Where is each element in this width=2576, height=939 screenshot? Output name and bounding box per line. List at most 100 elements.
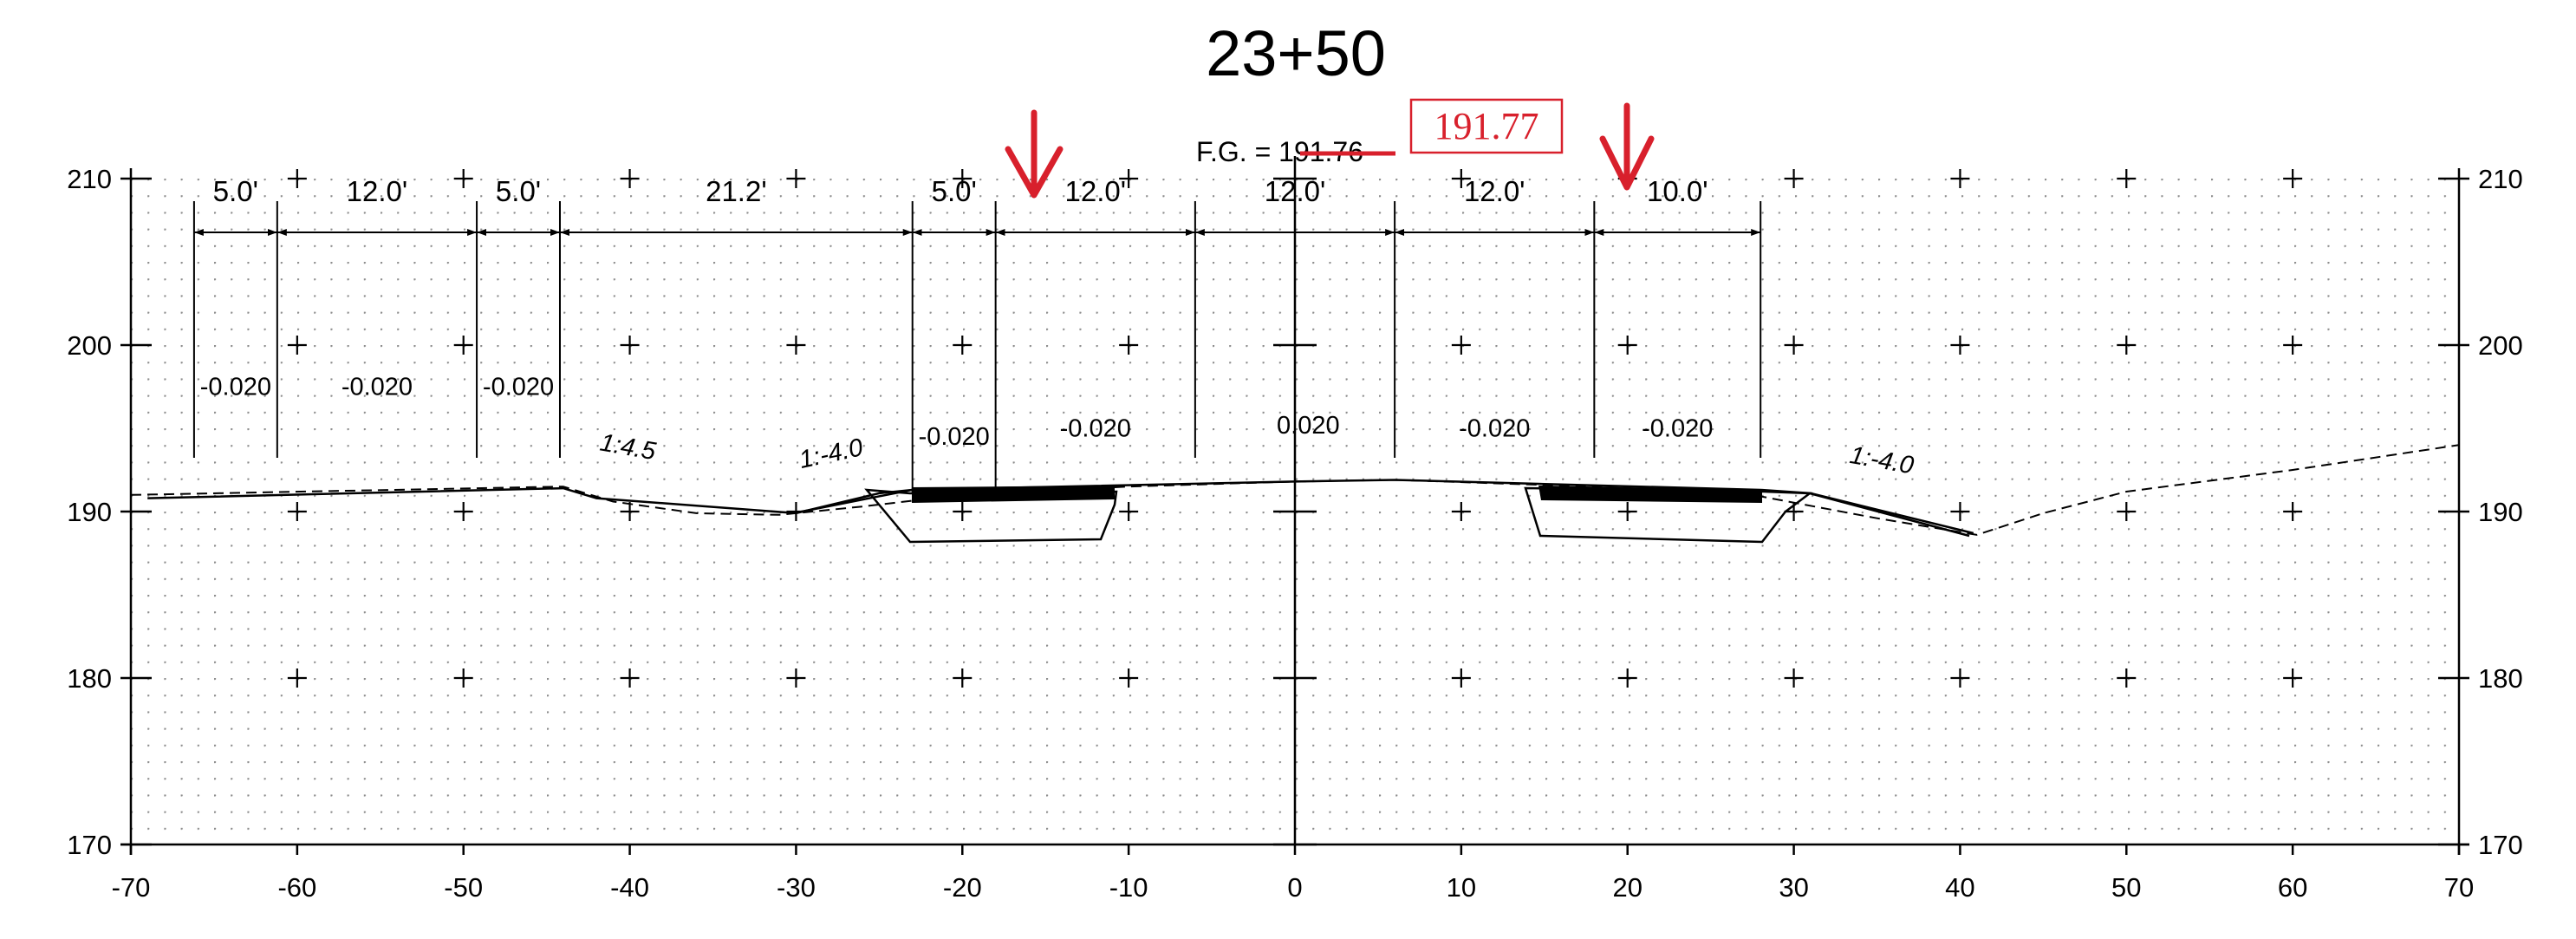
left-pavement-section [864,488,1118,544]
grid-cross [786,169,806,188]
x-tick-label: 0 [1287,872,1302,903]
grid-cross [2283,668,2303,688]
dimension-label: 12.0' [1065,175,1127,207]
y-tick-label-right: 170 [2478,830,2523,860]
y-tick-label-right: 190 [2478,497,2523,527]
x-tick-label: -30 [777,872,816,903]
cross-slope-label: 0.020 [1277,412,1340,440]
dimension-label: 5.0' [213,175,258,207]
y-tick-label-left: 170 [67,830,112,860]
grid-cross [2283,502,2303,521]
cross-slope-label: -0.020 [342,374,413,401]
grid-cross [453,336,473,355]
y-tick-label-left: 200 [67,330,112,361]
y-tick-label-right: 200 [2478,330,2523,361]
cross-slope-label: -0.020 [1459,415,1530,443]
dimension-label: 12.0' [1464,175,1525,207]
x-tick-label: -20 [943,872,982,903]
cross-slope-label: -0.020 [919,423,990,451]
right-asphalt-layer [1538,486,1762,503]
dimension-label: 21.2' [706,175,767,207]
finished-grade-label: F.G. = 191.76 191.77 [1196,98,1564,167]
grid-cross [953,502,973,521]
grid-cross [287,668,307,688]
grid-cross [1617,668,1637,688]
dimension-label: 5.0' [932,175,977,207]
grid-cross [453,502,473,521]
red-down-arrow-icon [1599,102,1655,191]
grid-cross [1617,336,1637,355]
x-tick-label: 40 [1945,872,1974,903]
cross-slope-labels: -0.020 -0.020 -0.020 -0.020 -0.020 0.020 -0.02… [200,374,1714,452]
grid-cross [620,668,640,688]
grid-cross [1950,169,1970,188]
x-tick-label: 20 [1612,872,1642,903]
grid-cross [1451,169,1471,188]
grid-cross [287,336,307,355]
x-axis-ticks: -70 -60 -50 -40 -30 -20 -10 0 10 20 30 40 50 60 70 [112,844,2474,903]
y-tick-label-left: 180 [67,663,112,694]
dimension-label: 12.0' [347,175,408,207]
grid-cross [1950,336,1970,355]
cross-slope-label: -0.020 [1642,415,1713,443]
x-tick-label: 50 [2111,872,2141,903]
right-pavement-section [1524,486,1813,544]
x-tick-label: 60 [2278,872,2307,903]
fg-prefix: F.G. = [1196,136,1278,167]
grid-crosses [287,169,2303,688]
y-tick-label-right: 180 [2478,663,2523,694]
y-tick-label-left: 210 [67,164,112,194]
dimension-chain: 5.0' 12.0' 5.0' 21.2' 5.0' 12.0' 12.0' 12.0' 10.… [192,175,1762,492]
x-tick-label: 10 [1447,872,1476,903]
dimension-label: 10.0' [1647,175,1708,207]
station-title: 23+50 [1206,17,1386,89]
grid-cross [287,169,307,188]
grid-cross [453,668,473,688]
dimension-label: 12.0' [1265,175,1326,207]
grid-cross [287,502,307,521]
cross-slope-label: -0.020 [483,374,554,401]
left-asphalt-layer [912,486,1115,503]
y-tick-label-left: 190 [67,497,112,527]
grid-cross [620,169,640,188]
grid-cross [786,668,806,688]
grid-cross [1119,336,1139,355]
x-tick-label: 70 [2444,872,2474,903]
grid-cross [1950,668,1970,688]
grid-cross [953,668,973,688]
grid-cross [1119,668,1139,688]
correction-box [1409,98,1564,154]
grid-cross [953,336,973,355]
x-tick-label: -60 [277,872,316,903]
grid-cross [1950,502,1970,521]
grid-cross [620,502,640,521]
grid-cross [786,336,806,355]
grid-cross [953,169,973,188]
grid-cross [453,169,473,188]
grid-cross [1617,502,1637,521]
x-tick-label: -10 [1109,872,1148,903]
grid-cross [620,336,640,355]
grid-cross [1451,336,1471,355]
grid-cross [2117,502,2137,521]
grid-cross [1451,502,1471,521]
grid-cross [2283,169,2303,188]
x-tick-label: -40 [610,872,649,903]
grid-cross [1784,668,1804,688]
left-daylight-line [797,488,913,514]
cross-slope-label: -0.020 [1060,415,1131,443]
grid-cross [2283,336,2303,355]
section-geometry [130,444,2460,544]
x-tick-label: 30 [1779,872,1808,903]
y-axis-ticks: 210 210 200 200 190 190 180 180 170 170 [67,164,2522,860]
fg-new-value: 191.77 [1434,105,1539,147]
dimension-label: 5.0' [496,175,541,207]
grid-cross [1119,502,1139,521]
grid-cross [1119,169,1139,188]
cross-slope-label: -0.020 [200,374,271,401]
y-tick-label-right: 210 [2478,164,2523,194]
grid-cross [1784,169,1804,188]
grid-cross [2117,668,2137,688]
grid-cross [1451,668,1471,688]
